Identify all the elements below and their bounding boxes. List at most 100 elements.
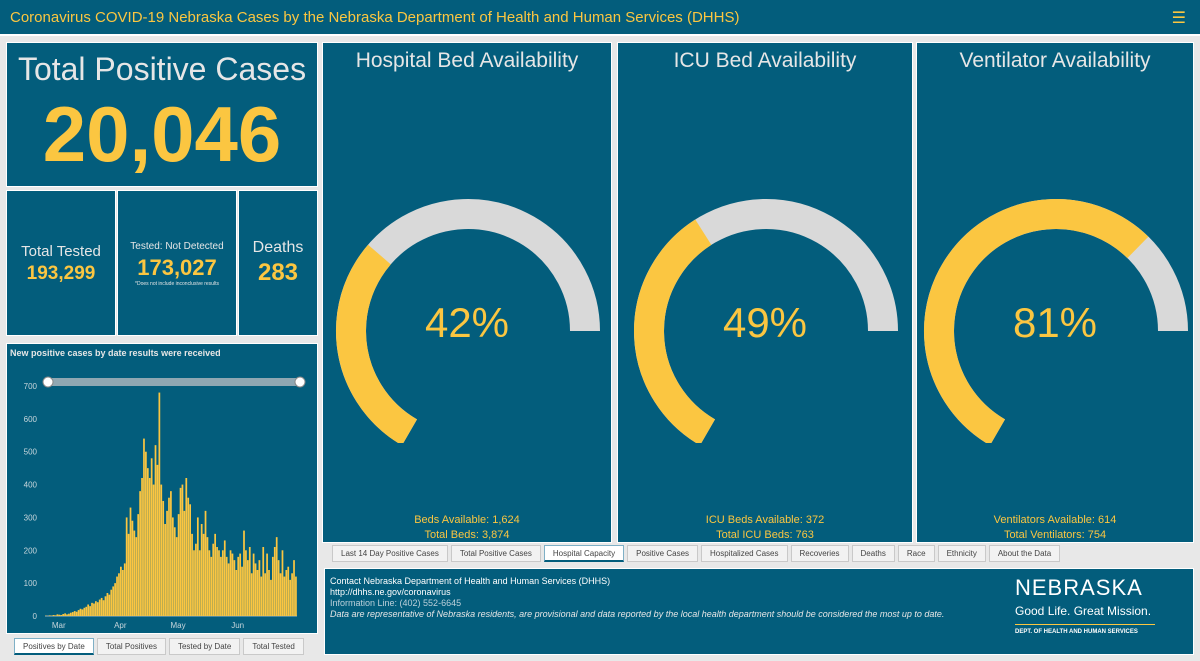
tab-hospital-capacity[interactable]: Hospital Capacity bbox=[543, 545, 625, 562]
bar[interactable] bbox=[112, 586, 115, 616]
bar[interactable] bbox=[221, 550, 224, 616]
bar[interactable] bbox=[135, 537, 138, 616]
bar[interactable] bbox=[252, 553, 255, 616]
tab-last-14-day-positive-cases[interactable]: Last 14 Day Positive Cases bbox=[332, 545, 448, 562]
bar[interactable] bbox=[248, 547, 251, 616]
bar[interactable] bbox=[210, 556, 213, 616]
bar[interactable] bbox=[202, 533, 205, 616]
date-range-slider[interactable] bbox=[48, 378, 300, 386]
bar[interactable] bbox=[137, 514, 140, 616]
bar[interactable] bbox=[114, 583, 116, 616]
bar[interactable] bbox=[250, 573, 253, 616]
bar[interactable] bbox=[125, 517, 128, 616]
bar[interactable] bbox=[96, 602, 99, 616]
tab-positive-cases[interactable]: Positive Cases bbox=[627, 545, 699, 562]
bar[interactable] bbox=[191, 533, 193, 616]
tab-hospitalized-cases[interactable]: Hospitalized Cases bbox=[701, 545, 788, 562]
bar[interactable] bbox=[291, 573, 293, 616]
bar[interactable] bbox=[293, 560, 295, 616]
bar[interactable] bbox=[102, 600, 105, 616]
bar[interactable] bbox=[75, 611, 78, 616]
bar[interactable] bbox=[77, 610, 80, 616]
tab-total-positive-cases[interactable]: Total Positive Cases bbox=[450, 545, 541, 562]
bar[interactable] bbox=[164, 524, 166, 616]
bar[interactable] bbox=[56, 614, 59, 616]
bar[interactable] bbox=[268, 570, 270, 616]
bar[interactable] bbox=[156, 464, 159, 616]
bar[interactable] bbox=[139, 491, 141, 616]
bar[interactable] bbox=[62, 614, 65, 616]
bar[interactable] bbox=[181, 484, 184, 616]
bar[interactable] bbox=[79, 608, 82, 616]
bar[interactable] bbox=[287, 566, 290, 616]
bar[interactable] bbox=[127, 533, 130, 616]
bar[interactable] bbox=[89, 606, 91, 616]
bar[interactable] bbox=[95, 601, 97, 616]
bar[interactable] bbox=[187, 497, 190, 616]
bar[interactable] bbox=[237, 556, 240, 616]
bar[interactable] bbox=[208, 550, 211, 616]
tab-tested-by-date[interactable]: Tested by Date bbox=[168, 638, 241, 655]
bar[interactable] bbox=[152, 484, 155, 616]
bar[interactable] bbox=[271, 556, 274, 616]
bar[interactable] bbox=[223, 540, 226, 616]
tab-race[interactable]: Race bbox=[897, 545, 935, 562]
tab-deaths[interactable]: Deaths bbox=[851, 545, 895, 562]
bar[interactable] bbox=[177, 514, 180, 616]
bar[interactable] bbox=[108, 594, 111, 616]
bar[interactable] bbox=[227, 563, 230, 616]
bar[interactable] bbox=[154, 445, 157, 616]
bar[interactable] bbox=[83, 607, 86, 616]
bar[interactable] bbox=[231, 553, 234, 616]
bar[interactable] bbox=[58, 614, 61, 616]
bar[interactable] bbox=[295, 576, 297, 616]
bar[interactable] bbox=[123, 563, 126, 616]
bar[interactable] bbox=[100, 597, 103, 616]
bar[interactable] bbox=[141, 478, 143, 616]
bar[interactable] bbox=[285, 570, 288, 616]
bar[interactable] bbox=[264, 573, 267, 616]
bar[interactable] bbox=[206, 537, 209, 616]
slider-handle[interactable] bbox=[294, 376, 306, 388]
bar[interactable] bbox=[235, 570, 238, 616]
bar[interactable] bbox=[185, 478, 188, 616]
bar[interactable] bbox=[179, 487, 182, 616]
bar[interactable] bbox=[245, 550, 247, 616]
bar[interactable] bbox=[275, 537, 278, 616]
bar[interactable] bbox=[193, 550, 195, 616]
bar[interactable] bbox=[106, 593, 109, 616]
bar[interactable] bbox=[166, 510, 168, 616]
hamburger-menu-icon[interactable]: ☰ bbox=[1171, 10, 1186, 27]
tab-recoveries[interactable]: Recoveries bbox=[790, 545, 849, 562]
bar[interactable] bbox=[183, 510, 186, 616]
bar[interactable] bbox=[260, 576, 263, 616]
bar[interactable] bbox=[198, 550, 201, 616]
bar[interactable] bbox=[110, 589, 113, 616]
bar[interactable] bbox=[145, 451, 147, 616]
bar[interactable] bbox=[168, 497, 170, 616]
bar[interactable] bbox=[121, 570, 124, 616]
bar[interactable] bbox=[81, 609, 84, 616]
bar[interactable] bbox=[52, 615, 55, 616]
bar[interactable] bbox=[170, 491, 172, 616]
bar[interactable] bbox=[195, 543, 197, 616]
bar[interactable] bbox=[171, 517, 174, 616]
bar[interactable] bbox=[175, 537, 178, 616]
bar[interactable] bbox=[218, 550, 220, 616]
bar[interactable] bbox=[229, 550, 232, 616]
tab-positives-by-date[interactable]: Positives by Date bbox=[14, 638, 94, 655]
tab-ethnicity[interactable]: Ethnicity bbox=[937, 545, 986, 562]
bar[interactable] bbox=[256, 570, 259, 616]
bar[interactable] bbox=[162, 501, 165, 616]
bar[interactable] bbox=[173, 527, 176, 616]
bar[interactable] bbox=[91, 602, 93, 616]
bar[interactable] bbox=[48, 615, 51, 616]
contact-url[interactable]: http://dhhs.ne.gov/coronavirus bbox=[330, 587, 451, 597]
tab-total-tested[interactable]: Total Tested bbox=[243, 638, 304, 655]
bar[interactable] bbox=[270, 579, 272, 616]
bar[interactable] bbox=[233, 560, 236, 616]
bar[interactable] bbox=[277, 560, 280, 616]
bar[interactable] bbox=[258, 560, 261, 616]
slider-handle[interactable] bbox=[42, 376, 54, 388]
bar[interactable] bbox=[204, 510, 207, 616]
